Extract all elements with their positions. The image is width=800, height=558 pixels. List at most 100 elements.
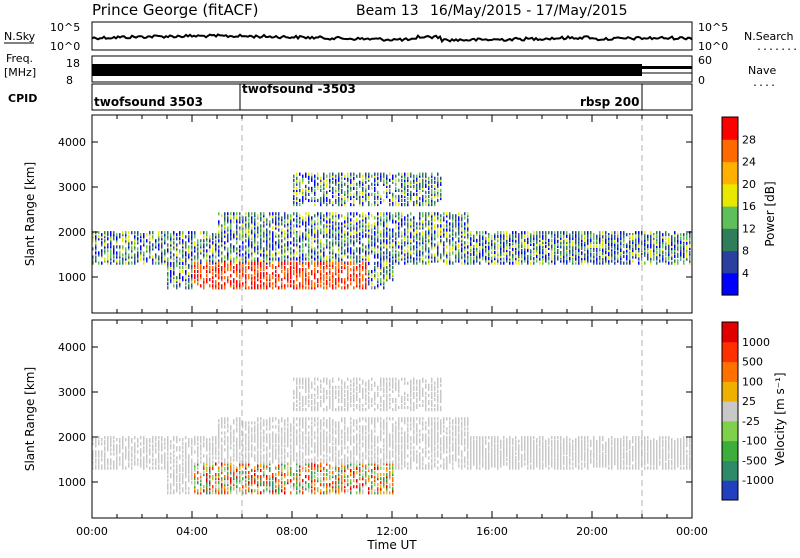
power-cell — [638, 257, 640, 260]
power-cell — [242, 241, 244, 244]
power-cell — [350, 232, 352, 235]
power-cell — [491, 243, 493, 246]
power-cell — [263, 235, 265, 238]
power-cell — [572, 243, 574, 246]
power-cell — [458, 222, 460, 225]
power-cell — [548, 262, 550, 265]
power-cell — [356, 183, 358, 186]
velocity-cell — [122, 452, 124, 455]
power-cell — [656, 241, 658, 244]
power-cell — [167, 262, 169, 265]
freq-panel — [92, 56, 692, 82]
cpid-mode-2: twofsound -3503 — [242, 82, 356, 96]
power-cell — [368, 185, 370, 188]
power-cell — [347, 284, 349, 287]
power-cell — [635, 239, 637, 242]
power-cell — [623, 239, 625, 242]
power-cell — [191, 251, 193, 254]
power-cell — [368, 212, 370, 215]
power-cell — [407, 245, 409, 248]
power-cell — [668, 233, 670, 236]
power-cell — [323, 247, 325, 250]
power-cell — [425, 255, 427, 258]
power-cell — [122, 231, 124, 234]
power-cell — [500, 262, 502, 265]
power-cell — [329, 276, 331, 279]
power-cell — [305, 232, 307, 235]
power-cell — [392, 232, 394, 235]
power-cell — [137, 237, 139, 240]
velocity-cell — [101, 442, 103, 445]
power-cell — [443, 212, 445, 215]
power-cell — [296, 239, 298, 242]
power-cell — [236, 212, 238, 215]
power-cell — [323, 266, 325, 269]
power-cell — [404, 216, 406, 219]
velocity-cell — [188, 475, 190, 478]
power-cell — [359, 247, 361, 250]
power-cell — [506, 231, 508, 234]
power-cell — [467, 212, 469, 215]
power-cell — [425, 230, 427, 233]
power-cell — [224, 282, 226, 285]
power-cell — [467, 218, 469, 221]
power-cell — [617, 231, 619, 234]
power-cell — [350, 278, 352, 281]
power-cell — [182, 270, 184, 273]
power-cell — [197, 262, 199, 265]
power-cell — [305, 216, 307, 219]
power-cell — [362, 262, 364, 265]
power-colorbar-tick: 4 — [742, 267, 749, 280]
power-cell — [218, 249, 220, 252]
power-cell — [362, 228, 364, 231]
power-cell — [590, 259, 592, 262]
power-cell — [353, 286, 355, 289]
power-cell — [593, 253, 595, 256]
power-cell — [326, 286, 328, 289]
power-cell — [293, 270, 295, 273]
power-cell — [251, 262, 253, 265]
power-cell — [305, 257, 307, 260]
power-cell — [206, 243, 208, 246]
power-cell — [131, 241, 133, 244]
velocity-cell — [158, 440, 160, 443]
power-cell — [509, 262, 511, 265]
power-cell — [374, 193, 376, 196]
power-cell — [344, 278, 346, 281]
power-cell — [227, 226, 229, 229]
power-cell — [374, 222, 376, 225]
velocity-cell — [182, 462, 184, 465]
velocity-cell — [149, 438, 151, 441]
power-cell — [683, 237, 685, 240]
power-cell — [542, 249, 544, 252]
power-cell — [452, 243, 454, 246]
power-cell — [377, 177, 379, 180]
velocity-cell — [170, 440, 172, 443]
power-cell — [185, 286, 187, 289]
velocity-cell — [125, 438, 127, 441]
power-cell — [332, 173, 334, 176]
power-cell — [335, 195, 337, 198]
power-cell — [515, 235, 517, 238]
power-cell — [674, 259, 676, 262]
power-cell — [341, 214, 343, 217]
power-cell — [218, 282, 220, 285]
velocity-cell — [173, 489, 175, 492]
power-cell — [671, 257, 673, 260]
power-cell — [287, 268, 289, 271]
velocity-cell — [179, 491, 181, 494]
power-cell — [398, 179, 400, 182]
power-cell — [362, 255, 364, 258]
power-cell — [359, 278, 361, 281]
power-cell — [548, 257, 550, 260]
velocity-cell — [152, 458, 154, 461]
power-cell — [248, 218, 250, 221]
power-cell — [356, 226, 358, 229]
power-cell — [437, 224, 439, 227]
power-cell — [359, 220, 361, 223]
power-cell — [434, 191, 436, 194]
power-cell — [575, 231, 577, 234]
velocity-cell — [185, 491, 187, 494]
power-cell — [251, 235, 253, 238]
velocity-cell — [146, 464, 148, 467]
